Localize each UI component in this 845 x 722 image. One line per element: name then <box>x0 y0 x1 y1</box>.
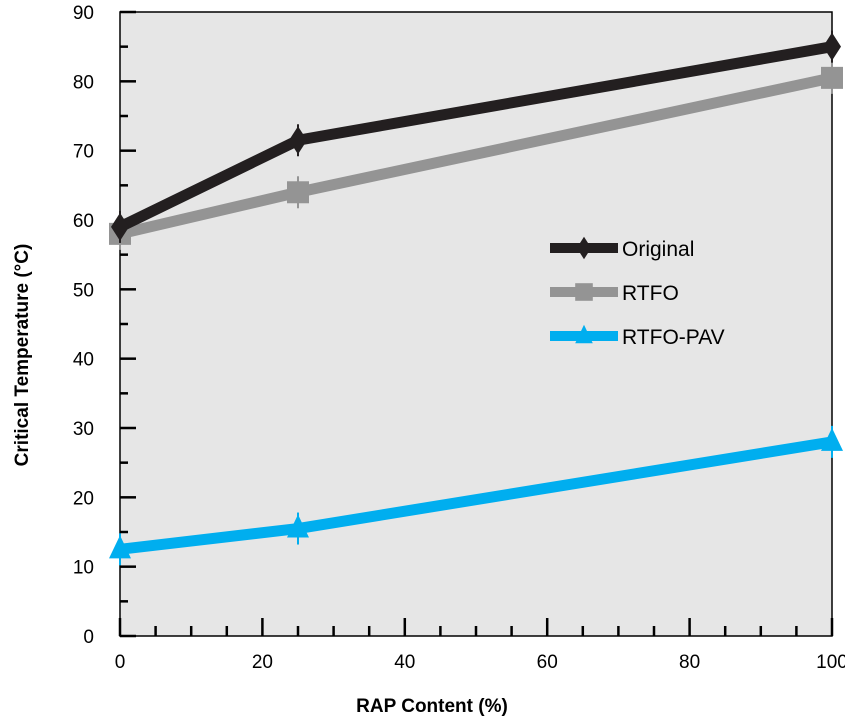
y-tick-label: 90 <box>73 3 94 24</box>
y-axis: 0 10 20 30 40 50 60 70 80 90 <box>73 3 136 648</box>
legend-marker <box>575 283 593 301</box>
x-tick-label: 40 <box>394 652 415 673</box>
y-tick-label: 60 <box>73 211 94 232</box>
y-tick-label: 0 <box>83 627 94 648</box>
y-tick-label: 70 <box>73 142 94 163</box>
data-point-diamond <box>289 126 307 155</box>
y-tick-label: 30 <box>73 419 94 440</box>
legend: Original RTFO RTFO-PAV <box>550 236 725 349</box>
data-point-square <box>821 66 843 89</box>
x-axis: 0 20 40 60 80 100 <box>115 618 845 673</box>
x-tick-label: 100 <box>816 652 845 673</box>
legend-label: RTFO <box>622 282 679 305</box>
legend-item: RTFO-PAV <box>550 324 725 349</box>
data-point-square <box>287 181 309 204</box>
x-axis-title: RAP Content (%) <box>356 696 508 717</box>
y-tick-label: 80 <box>73 72 94 93</box>
y-tick-label: 40 <box>73 350 94 371</box>
x-tick-label: 60 <box>537 652 558 673</box>
y-tick-label: 20 <box>73 488 94 509</box>
y-tick-label: 50 <box>73 280 94 301</box>
y-tick-label: 10 <box>73 558 94 579</box>
series-layer <box>109 30 843 566</box>
x-tick-label: 20 <box>252 652 273 673</box>
series-rtfo-pav <box>109 425 843 566</box>
data-point-triangle <box>109 535 131 559</box>
legend-label: Original <box>622 238 694 261</box>
y-axis-title: Critical Temperature (°C) <box>12 244 33 467</box>
legend-item: Original <box>550 236 694 261</box>
data-point-diamond <box>823 32 841 61</box>
series-original <box>111 30 841 243</box>
legend-item: RTFO <box>550 282 679 305</box>
data-point-diamond <box>111 212 129 241</box>
legend-label: RTFO-PAV <box>622 326 725 349</box>
x-tick-label: 80 <box>679 652 700 673</box>
x-tick-label: 0 <box>115 652 126 673</box>
legend-marker <box>576 236 592 260</box>
data-point-triangle <box>821 427 843 451</box>
legend-marker <box>575 324 593 344</box>
data-point-triangle <box>287 514 309 538</box>
